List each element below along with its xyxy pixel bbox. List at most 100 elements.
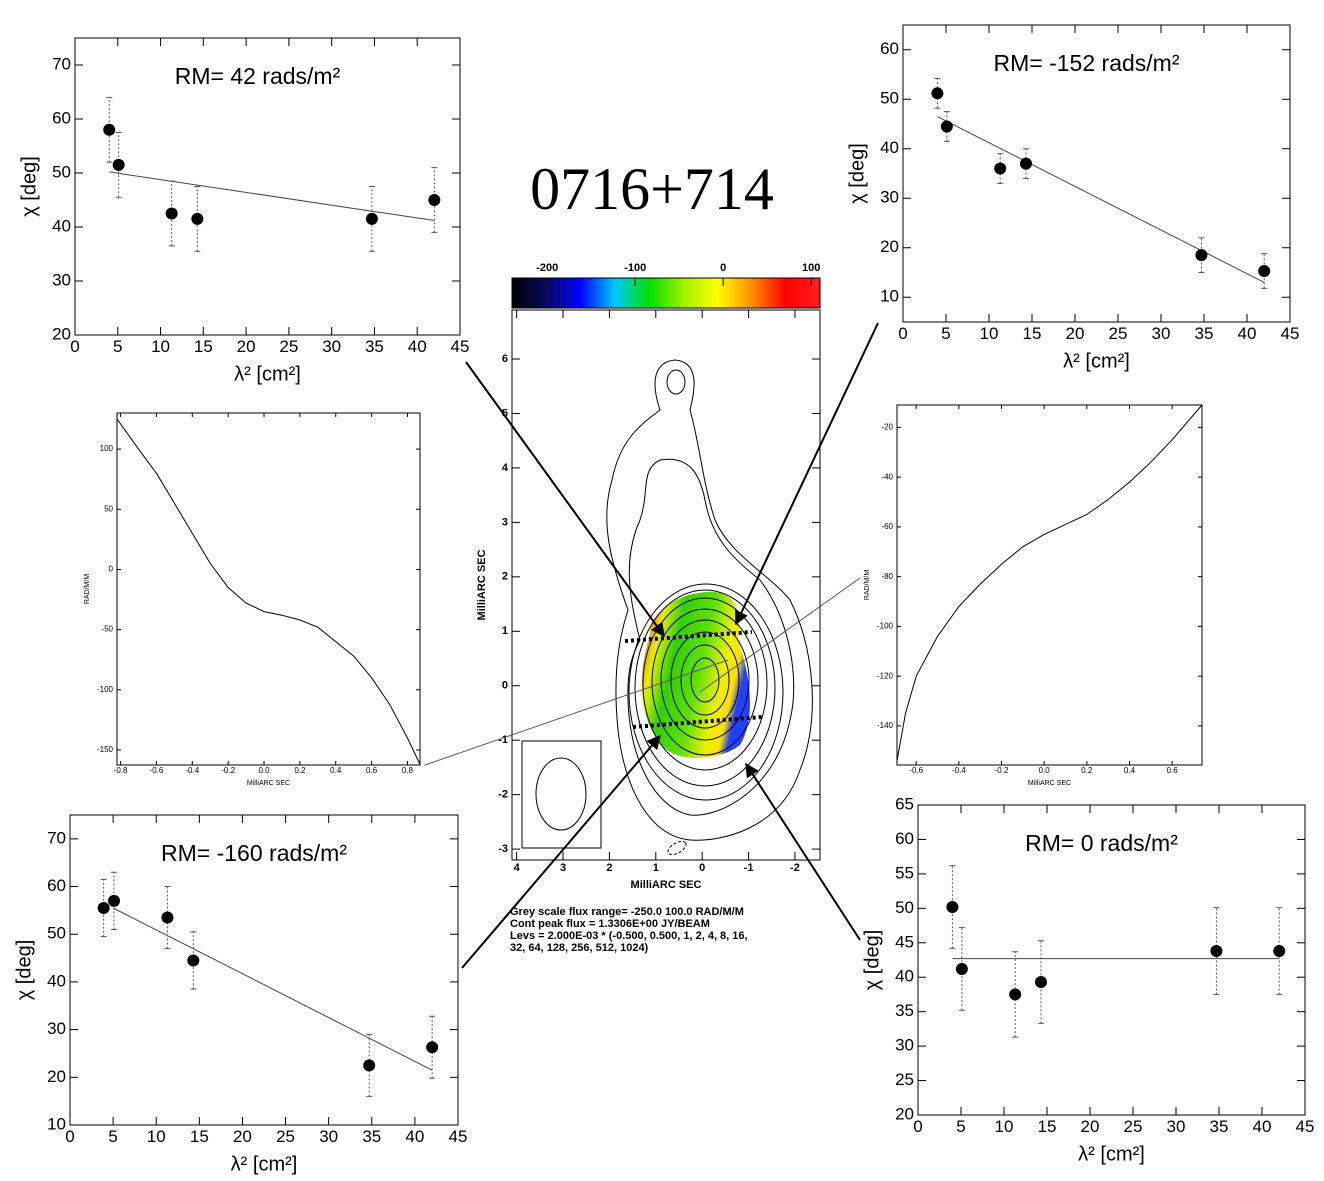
x-tick-label: 10 [995,1117,1014,1136]
y-tick-label: -100 [97,685,114,694]
caption: Levs = 2.000E-03 * (-0.500, 0.500, 1, 2,… [510,930,748,942]
x-tick-label: 35 [362,1127,381,1146]
caption: Cont peak flux = 1.3306E+00 JY/BEAM [510,918,710,930]
data-point [931,87,943,99]
x-tick-label: 25 [276,1127,295,1146]
x-tick-label: 35 [1195,324,1214,343]
colorbar-tick-label: -100 [624,262,646,274]
y-axis-label: RAD/M/M [864,570,871,601]
colorbar-tick-label: 100 [802,262,820,274]
y-tick-label: 3 [502,516,508,528]
y-tick-label: 20 [47,1067,66,1086]
data-point [1273,945,1285,957]
y-axis-label: χ [deg] [18,156,40,217]
y-axis-label: χ [deg] [13,940,35,1001]
x-tick-label: 3 [560,862,566,874]
x-tick-label: 0.0 [258,766,270,775]
x-tick-label: 45 [449,1127,468,1146]
x-tick-label: 40 [405,1127,424,1146]
y-tick-label: -50 [101,625,113,634]
x-tick-label: 45 [1281,324,1300,343]
y-tick-label: 1 [502,625,508,637]
x-tick-label: 0.2 [1081,766,1093,775]
y-tick-label: 55 [895,863,914,882]
colorbar-tick-label: 0 [720,262,726,274]
x-tick-label: 0.8 [402,766,414,775]
x-tick-label: 10 [980,324,999,343]
x-tick-label: -1 [744,862,754,874]
x-tick-label: 35 [365,337,384,356]
y-axis-label: MilliARC SEC [476,550,488,621]
data-point [363,1059,375,1071]
x-tick-label: -0.6 [150,766,164,775]
y-tick-label: 60 [47,876,66,895]
y-tick-label: 100 [100,444,114,453]
data-point [1009,988,1021,1000]
x-tick-label: 20 [233,1127,252,1146]
caption: Grey scale flux range= -250.0 100.0 RAD/… [510,906,744,918]
y-tick-label: 40 [880,138,899,157]
data-point [1258,265,1270,277]
y-tick-label: 10 [880,287,899,306]
data-point [1195,249,1207,261]
data-point [166,208,178,220]
y-tick-label: 2 [502,571,508,583]
data-point [426,1041,438,1053]
figure: 051015202530354045203040506070λ² [cm²]χ … [0,0,1324,1181]
x-axis-label: MilliARC SEC [1028,780,1071,787]
x-axis-label: MilliARC SEC [247,780,290,787]
x-tick-label: 2 [606,862,612,874]
y-axis-label: χ [deg] [846,143,868,204]
x-axis-label: λ² [cm²] [231,1153,298,1175]
y-tick-label: 40 [47,971,66,990]
x-tick-label: 40 [408,337,427,356]
x-tick-label: 35 [1210,1117,1229,1136]
x-tick-label: 15 [1038,1117,1057,1136]
x-tick-label: -0.4 [185,766,199,775]
x-tick-label: -0.2 [221,766,235,775]
x-tick-label: 25 [1109,324,1128,343]
x-axis-label: MilliARC SEC [631,879,702,891]
x-tick-label: 20 [1066,324,1085,343]
data-point [1210,945,1222,957]
caption: 32, 64, 128, 256, 512, 1024) [510,942,649,954]
x-tick-label: 0 [913,1117,922,1136]
x-tick-label: 0.6 [366,766,378,775]
chart-title: RM= 42 rads/m² [175,63,341,89]
chart-title: RM= 0 rads/m² [1025,830,1178,856]
data-point [113,159,125,171]
x-tick-label: 0.6 [1167,766,1179,775]
x-tick-label: 15 [190,1127,209,1146]
x-tick-label: 15 [194,337,213,356]
x-tick-label: 40 [1238,324,1257,343]
x-tick-label: -0.8 [114,766,128,775]
y-tick-label: 4 [502,462,509,474]
data-point [994,163,1006,175]
x-tick-label: 0.4 [1124,766,1136,775]
x-axis-label: λ² [cm²] [1063,350,1130,372]
y-tick-label: -60 [881,522,893,531]
y-tick-label: 40 [52,216,71,235]
x-tick-label: 10 [151,337,170,356]
y-tick-label: 6 [502,353,508,365]
data-point [1035,976,1047,988]
x-tick-label: -0.6 [909,766,923,775]
data-point [103,124,115,136]
y-tick-label: 50 [880,89,899,108]
y-tick-label: 20 [880,237,899,256]
y-tick-label: -40 [881,472,893,481]
x-tick-label: 0.2 [294,766,306,775]
x-tick-label: 0 [70,337,79,356]
x-tick-label: 25 [1124,1117,1143,1136]
y-tick-label: 20 [52,324,71,343]
x-tick-label: -0.2 [995,766,1009,775]
x-tick-label: 20 [237,337,256,356]
x-tick-label: 45 [1296,1117,1315,1136]
x-tick-label: 10 [147,1127,166,1146]
x-tick-label: 30 [1152,324,1171,343]
x-tick-label: 25 [279,337,298,356]
x-tick-label: -0.4 [952,766,966,775]
x-tick-label: 1 [653,862,659,874]
x-tick-label: 0.4 [330,766,342,775]
x-tick-label: 5 [113,337,122,356]
